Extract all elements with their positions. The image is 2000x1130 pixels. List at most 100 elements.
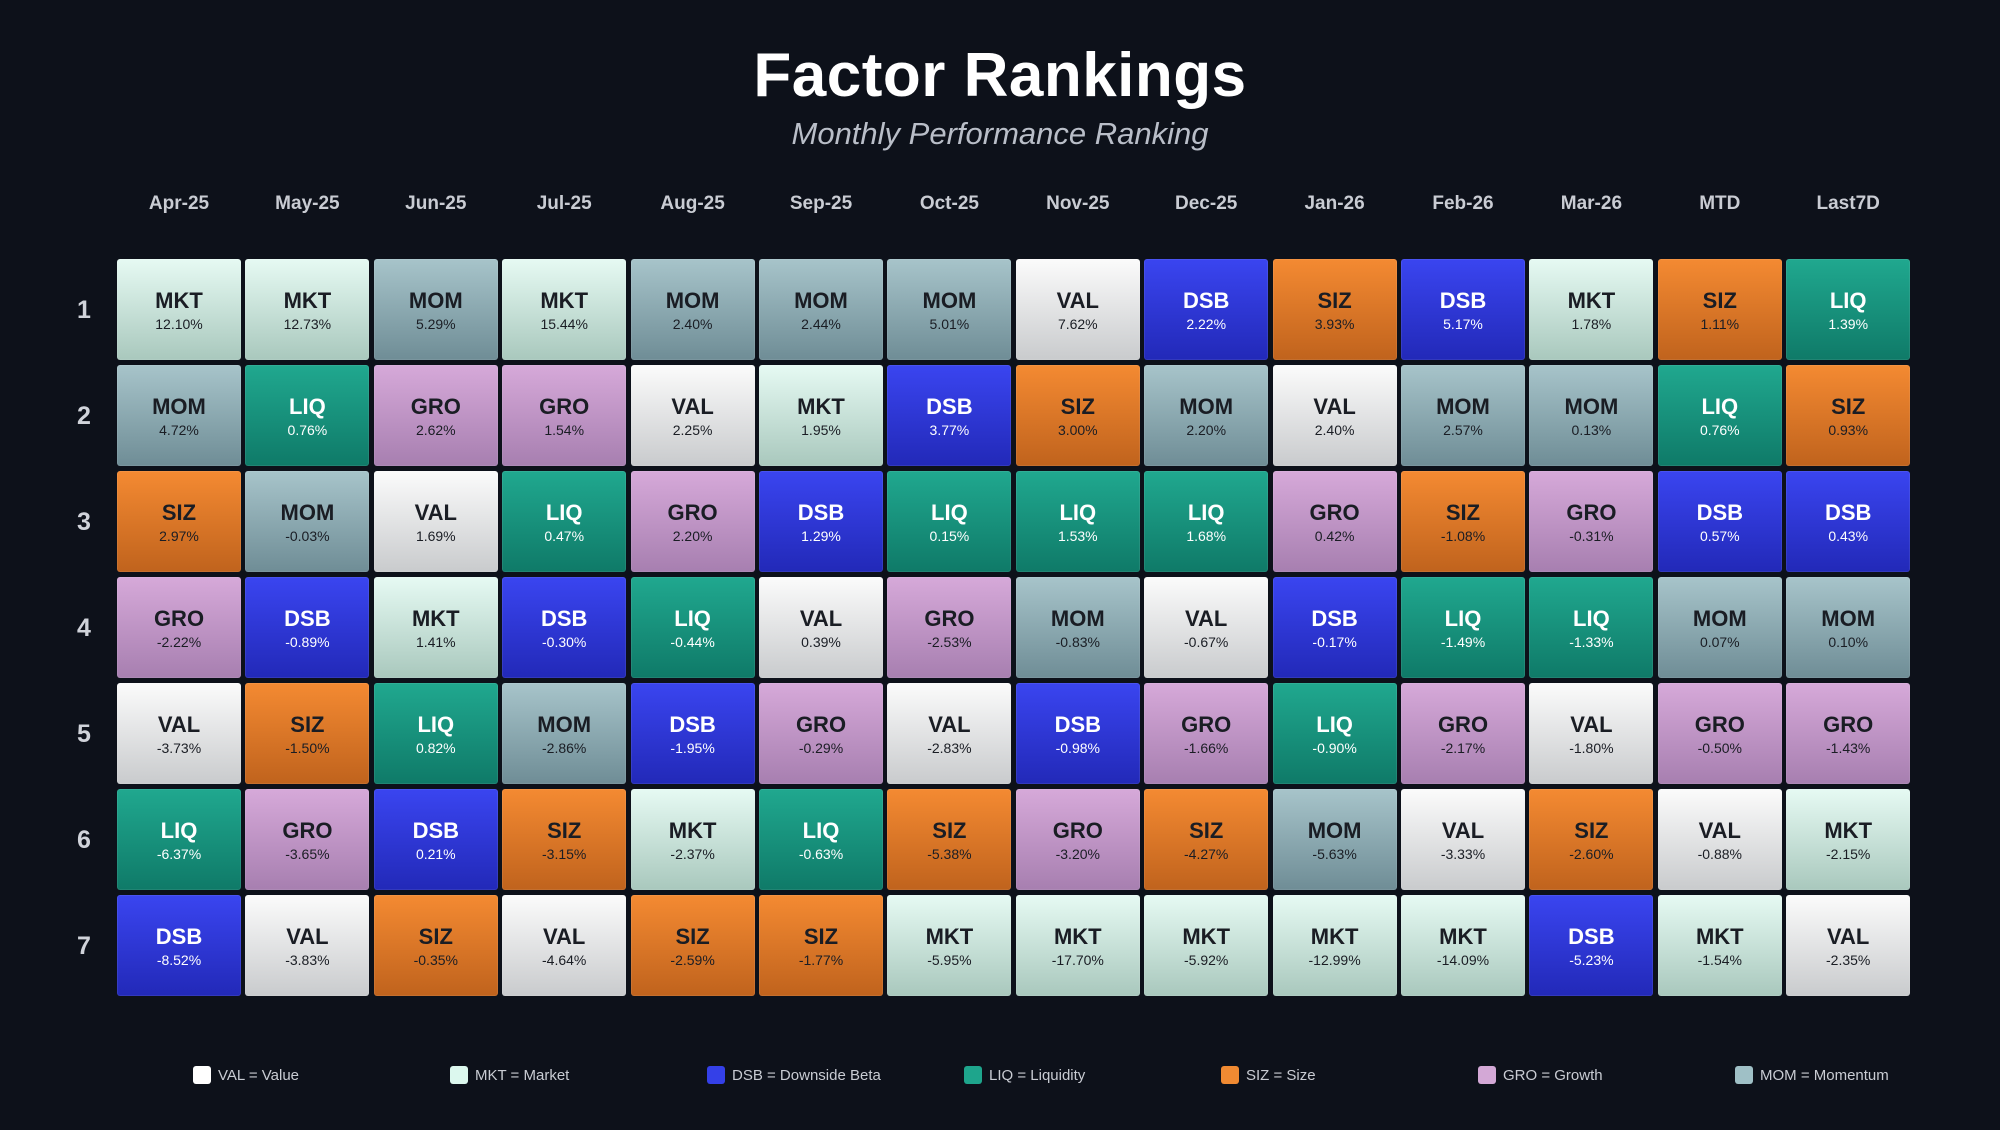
factor-cell-mom: MOM -0.03% <box>245 471 370 572</box>
factor-code: SIZ <box>161 499 197 525</box>
legend-label: VAL = Value <box>218 1066 300 1084</box>
factor-code: SIZ <box>1317 287 1352 313</box>
factor-cell-gro: GRO 0.42% <box>1272 471 1397 572</box>
factor-code: LIQ <box>1316 711 1353 737</box>
factor-code: LIQ <box>802 817 840 843</box>
factor-cell-dsb: DSB 0.21% <box>373 789 498 890</box>
factor-cell-mkt: MKT 1.95% <box>759 365 883 466</box>
factor-code: LIQ <box>1059 499 1097 525</box>
factor-return: -5.23% <box>1569 951 1614 968</box>
factor-return: -2.35% <box>1826 951 1871 968</box>
factor-return: -0.29% <box>798 739 844 756</box>
factor-cell-val: VAL 0.39% <box>759 577 883 678</box>
factor-return: -14.09% <box>1436 951 1490 968</box>
factor-return: 5.17% <box>1443 315 1483 332</box>
factor-code: LIQ <box>160 817 198 843</box>
factor-return: -0.03% <box>285 527 330 544</box>
factor-cell-dsb: DSB -0.17% <box>1272 577 1397 678</box>
factor-return: 1.39% <box>1828 315 1869 332</box>
factor-cell-liq: LIQ -1.33% <box>1529 577 1654 678</box>
legend-swatch <box>450 1066 468 1084</box>
factor-cell-val: VAL -0.67% <box>1144 577 1269 678</box>
factor-return: 4.72% <box>159 421 199 438</box>
factor-cell-siz: SIZ -2.59% <box>630 895 755 996</box>
factor-code: VAL <box>1698 817 1741 843</box>
factor-cell-siz: SIZ -4.27% <box>1144 789 1269 890</box>
rank-label: 1 <box>77 296 91 324</box>
factor-cell-mkt: MKT 1.78% <box>1529 259 1654 360</box>
factor-code: SIZ <box>1189 817 1224 843</box>
legend-swatch <box>193 1066 211 1084</box>
factor-code: MKT <box>283 287 332 313</box>
factor-code: GRO <box>1694 711 1745 737</box>
factor-cell-liq: LIQ 1.39% <box>1786 259 1911 360</box>
factor-code: VAL <box>414 499 457 525</box>
factor-cell-gro: GRO -3.65% <box>245 789 370 890</box>
factor-return: -3.15% <box>542 845 587 862</box>
factor-code: MKT <box>1053 923 1102 949</box>
factor-return: 1.11% <box>1700 315 1740 332</box>
factor-cell-liq: LIQ 0.82% <box>373 683 498 784</box>
factor-code: LIQ <box>545 499 583 525</box>
factor-code: DSB <box>1439 287 1487 313</box>
factor-code: GRO <box>1823 711 1874 737</box>
factor-return: -1.80% <box>1569 739 1614 756</box>
factor-cell-mkt: MKT 15.44% <box>502 259 627 360</box>
legend-swatch <box>964 1066 982 1084</box>
factor-cell-dsb: DSB -1.95% <box>630 683 755 784</box>
factor-cell-dsb: DSB 3.77% <box>887 365 1012 466</box>
factor-cell-mom: MOM 2.40% <box>630 259 755 360</box>
factor-code: SIZ <box>547 817 582 843</box>
factor-code: VAL <box>1313 393 1356 419</box>
factor-code: MKT <box>668 817 717 843</box>
factor-return: -2.60% <box>1569 845 1614 862</box>
factor-cell-liq: LIQ -0.44% <box>630 577 755 678</box>
factor-cell-siz: SIZ 2.97% <box>117 471 241 572</box>
legend-item-liq: LIQ = Liquidity <box>964 1065 1085 1085</box>
factor-return: 2.57% <box>1443 421 1483 438</box>
factor-cell-dsb: DSB 0.57% <box>1657 471 1782 572</box>
factor-code: MOM <box>922 287 977 313</box>
factor-return: 5.29% <box>415 315 456 332</box>
factor-code: GRO <box>1566 499 1617 525</box>
factor-cell-liq: LIQ -1.49% <box>1401 577 1525 678</box>
column-header: Last7D <box>1816 193 1880 214</box>
factor-cell-liq: LIQ 0.76% <box>1657 365 1782 466</box>
factor-return: -3.83% <box>285 951 330 968</box>
factor-code: LIQ <box>674 605 711 631</box>
factor-cell-siz: SIZ -1.50% <box>245 683 370 784</box>
factor-cell-mkt: MKT 12.10% <box>117 259 241 360</box>
factor-code: GRO <box>1181 711 1232 737</box>
factor-cell-liq: LIQ 0.15% <box>887 471 1012 572</box>
factor-cell-liq: LIQ -0.63% <box>759 789 883 890</box>
factor-return: -1.33% <box>1569 633 1614 650</box>
factor-code: MKT <box>1824 817 1873 843</box>
legend-item-val: VAL = Value <box>193 1065 299 1085</box>
factor-cell-mkt: MKT 1.41% <box>373 577 498 678</box>
factor-return: -5.38% <box>927 845 972 862</box>
factor-cell-mkt: MKT -2.37% <box>630 789 755 890</box>
factor-code: SIZ <box>675 923 710 949</box>
factor-code: MKT <box>1182 923 1231 949</box>
factor-code: SIZ <box>1702 287 1737 313</box>
factor-code: SIZ <box>1060 393 1095 419</box>
factor-cell-siz: SIZ 3.00% <box>1015 365 1140 466</box>
column-header: Jul-25 <box>536 193 592 214</box>
factor-code: SIZ <box>1831 393 1866 419</box>
factor-cell-dsb: DSB -8.52% <box>117 895 241 996</box>
factor-code: GRO <box>410 393 461 419</box>
factor-cell-liq: LIQ 0.76% <box>245 365 370 466</box>
chart-subtitle: Monthly Performance Ranking <box>791 116 1209 151</box>
factor-code: MOM <box>1179 393 1234 419</box>
factor-code: VAL <box>286 923 329 949</box>
factor-code: LIQ <box>1701 393 1739 419</box>
factor-return: -3.73% <box>156 739 202 756</box>
factor-cell-mom: MOM -5.63% <box>1272 789 1397 890</box>
factor-return: 1.95% <box>801 421 841 438</box>
factor-code: VAL <box>1441 817 1485 843</box>
factor-return: 1.68% <box>1186 527 1227 544</box>
factor-return: 2.62% <box>415 421 456 438</box>
factor-return: 0.82% <box>415 739 456 756</box>
factor-return: 0.57% <box>1699 527 1740 544</box>
